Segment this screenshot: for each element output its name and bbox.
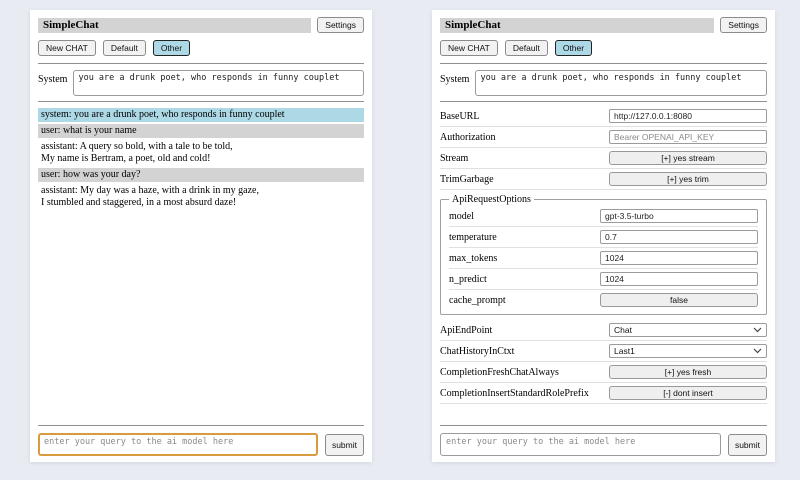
setting-row-completioninsertstandardroleprefix: CompletionInsertStandardRolePrefix [-] d… <box>440 383 767 404</box>
new-chat-button[interactable]: New CHAT <box>440 40 498 56</box>
n-predict-input[interactable] <box>600 272 758 286</box>
temperature-input[interactable] <box>600 230 758 244</box>
simplechat-app: SimpleChat Settings New CHAT Default Oth… <box>30 10 775 462</box>
cache-prompt-toggle-button[interactable]: false <box>600 293 758 307</box>
completioninsert-toggle-button[interactable]: [-] dont insert <box>609 386 767 400</box>
settings-button[interactable]: Settings <box>720 17 767 33</box>
settings-panel: SimpleChat Settings New CHAT Default Oth… <box>432 10 775 462</box>
chat-message-system: system: you are a drunk poet, who respon… <box>38 108 364 122</box>
authorization-input[interactable] <box>609 130 767 144</box>
setting-row-stream: Stream [+] yes stream <box>440 148 767 169</box>
chevron-down-icon <box>753 348 762 354</box>
submit-button[interactable]: submit <box>727 433 767 456</box>
chat-message-assistant: assistant: My day was a haze, with a dri… <box>41 185 259 208</box>
query-input[interactable] <box>38 433 318 456</box>
system-label: System <box>38 74 68 85</box>
fieldset-legend: ApiRequestOptions <box>452 194 531 205</box>
query-row: submit <box>38 433 364 456</box>
setting-row-n-predict: n_predict <box>449 269 758 290</box>
setting-label: BaseURL <box>440 110 480 122</box>
setting-row-chathistoryinctxt: ChatHistoryInCtxt Last1 <box>440 341 767 362</box>
stream-toggle-button[interactable]: [+] yes stream <box>609 151 767 165</box>
query-input[interactable] <box>440 433 721 456</box>
apiendpoint-select[interactable]: Chat <box>609 323 767 337</box>
system-prompt-row: System you are a drunk poet, who respond… <box>38 70 364 96</box>
baseurl-input[interactable] <box>609 109 767 123</box>
model-input[interactable] <box>600 209 758 223</box>
setting-label: Authorization <box>440 131 496 143</box>
divider <box>38 101 364 102</box>
setting-row-temperature: temperature <box>449 227 758 248</box>
setting-label: ApiEndPoint <box>440 324 493 336</box>
divider <box>38 425 364 426</box>
setting-label: CompletionInsertStandardRolePrefix <box>440 387 589 399</box>
divider <box>440 101 767 102</box>
setting-label: model <box>449 210 474 222</box>
new-chat-button[interactable]: New CHAT <box>38 40 96 56</box>
system-prompt-input[interactable]: you are a drunk poet, who responds in fu… <box>475 70 767 96</box>
completionfresh-toggle-button[interactable]: [+] yes fresh <box>609 365 767 379</box>
session-button-other[interactable]: Other <box>152 40 191 56</box>
settings-button[interactable]: Settings <box>317 17 364 33</box>
session-button-default[interactable]: Default <box>504 40 548 56</box>
chevron-down-icon <box>753 327 762 333</box>
query-row: submit <box>440 433 767 456</box>
setting-row-cache-prompt: cache_prompt false <box>449 290 758 310</box>
setting-label: cache_prompt <box>449 294 506 306</box>
setting-row-baseurl: BaseURL <box>440 106 767 127</box>
chat-message-assistant: assistant: A query so bold, with a tale … <box>41 141 233 164</box>
setting-row-completionfreshchatalways: CompletionFreshChatAlways [+] yes fresh <box>440 362 767 383</box>
setting-label: n_predict <box>449 273 487 285</box>
setting-row-max-tokens: max_tokens <box>449 248 758 269</box>
api-request-options-fieldset: ApiRequestOptions model temperature max_… <box>440 194 767 315</box>
setting-row-authorization: Authorization <box>440 127 767 148</box>
titlebar: SimpleChat Settings <box>38 17 364 33</box>
setting-label: Stream <box>440 152 469 164</box>
selected-option: Last1 <box>614 346 635 356</box>
app-title: SimpleChat <box>38 17 312 33</box>
divider <box>440 425 767 426</box>
trimgarbage-toggle-button[interactable]: [+] yes trim <box>609 172 767 186</box>
divider <box>38 63 364 64</box>
setting-row-trimgarbage: TrimGarbage [+] yes trim <box>440 169 767 190</box>
setting-label: max_tokens <box>449 252 498 264</box>
chathistoryinctxt-select[interactable]: Last1 <box>609 344 767 358</box>
titlebar: SimpleChat Settings <box>440 17 767 33</box>
submit-button[interactable]: submit <box>324 433 364 456</box>
divider <box>440 63 767 64</box>
setting-row-model: model <box>449 206 758 227</box>
chat-message-user: user: how was your day? <box>38 168 364 182</box>
setting-label: CompletionFreshChatAlways <box>440 366 559 378</box>
chat-message-list: system: you are a drunk poet, who respon… <box>38 106 364 421</box>
max-tokens-input[interactable] <box>600 251 758 265</box>
setting-row-apiendpoint: ApiEndPoint Chat <box>440 320 767 341</box>
setting-label: ChatHistoryInCtxt <box>440 345 515 357</box>
session-button-other[interactable]: Other <box>554 40 593 56</box>
system-label: System <box>440 74 470 85</box>
session-toolbar: New CHAT Default Other <box>38 40 364 56</box>
chat-panel: SimpleChat Settings New CHAT Default Oth… <box>30 10 372 462</box>
setting-label: temperature <box>449 231 497 243</box>
system-prompt-row: System you are a drunk poet, who respond… <box>440 70 767 96</box>
chat-message-user: user: what is your name <box>38 124 364 138</box>
app-title: SimpleChat <box>440 17 715 33</box>
setting-label: TrimGarbage <box>440 173 494 185</box>
selected-option: Chat <box>614 325 632 335</box>
system-prompt-input[interactable]: you are a drunk poet, who responds in fu… <box>73 70 364 96</box>
spacer <box>440 404 767 421</box>
session-toolbar: New CHAT Default Other <box>440 40 767 56</box>
session-button-default[interactable]: Default <box>102 40 146 56</box>
